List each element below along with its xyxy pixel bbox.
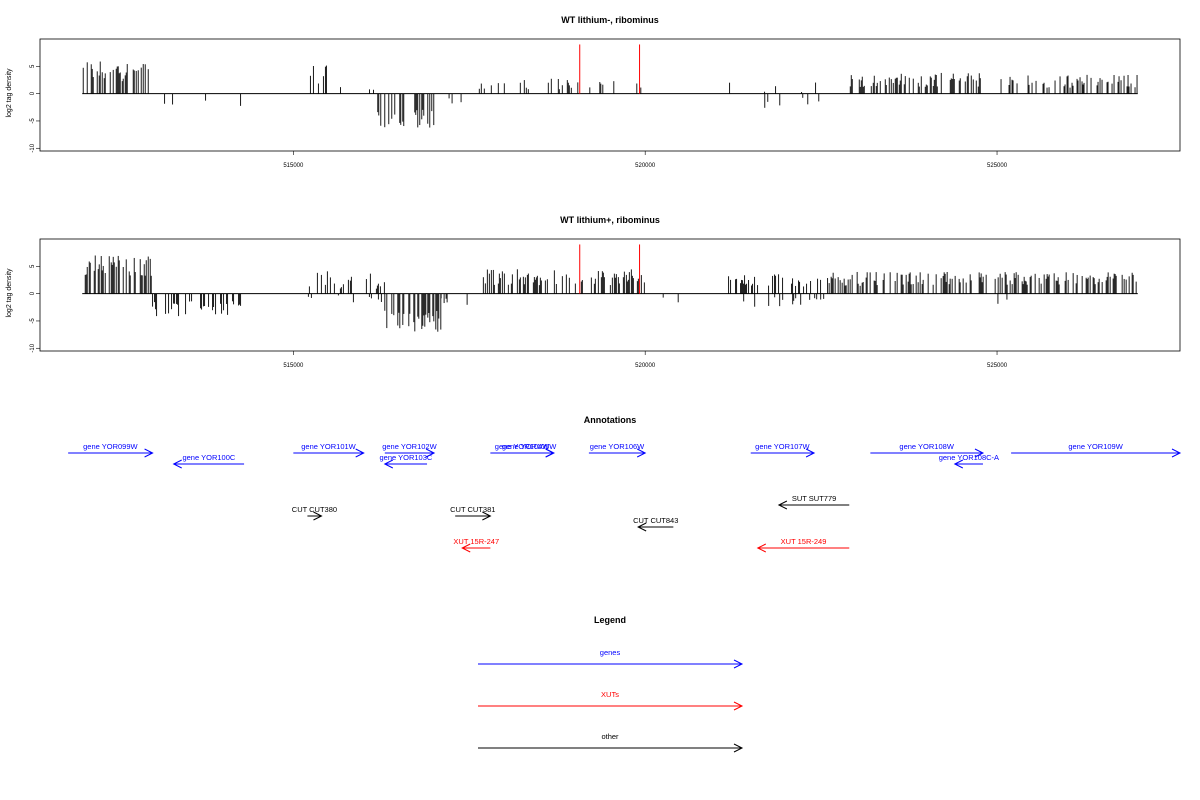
legend-panel: Legend genes XUTs other: [478, 615, 744, 753]
panel-1-ylabel: log2 tag density: [6, 68, 13, 118]
x-tick-label: 525000: [987, 363, 1008, 369]
annotation-feature: gene YOR108C-A: [939, 453, 999, 469]
legend-title: Legend: [594, 615, 626, 625]
y-tick-label: 5: [30, 64, 36, 68]
feature-label: gene YOR101W: [301, 442, 356, 451]
annotation-feature: XUT 15R-247: [453, 537, 499, 553]
feature-label: gene YOR104W: [495, 442, 550, 451]
panel-2-bars: [82, 244, 1138, 332]
panel-2-frame: [39, 238, 1181, 352]
legend-label: other: [601, 732, 619, 741]
annotation-feature: gene YOR102W: [382, 442, 438, 458]
annotation-feature: gene YOR105W: [502, 442, 557, 458]
legend-entry: XUTs: [478, 690, 744, 711]
arrow-right-icon: [974, 448, 985, 458]
arrow-right-icon: [144, 448, 154, 458]
panel-2-ylabel: log2 tag density: [6, 268, 13, 318]
annotation-feature: gene YOR103C: [380, 453, 433, 469]
legend-label: genes: [600, 648, 621, 657]
feature-label: gene YOR100C: [182, 453, 235, 462]
annotation-feature: gene YOR109W: [1011, 442, 1182, 458]
arrow-right-icon: [482, 511, 492, 521]
y-tick-label: 0: [30, 91, 36, 95]
arrow-right-icon: [1171, 448, 1182, 458]
panel-2-title: WT lithium+, ribominus: [560, 215, 660, 225]
panel-2-axes: -10 -5 0 5 515000 520000 525000: [30, 264, 1008, 369]
feature-label: gene YOR105W: [502, 442, 557, 451]
feature-label: gene YOR102W: [382, 442, 437, 451]
arrow-left-icon: [953, 459, 964, 469]
feature-label: gene YOR109W: [1068, 442, 1123, 451]
x-tick-label: 515000: [283, 163, 304, 169]
annotation-feature: XUT 15R-249: [756, 537, 850, 553]
arrow-right-icon: [733, 659, 744, 669]
annotations-title: Annotations: [584, 415, 637, 425]
feature-label: gene YOR108W: [899, 442, 954, 451]
annotation-feature: gene YOR107W: [750, 442, 816, 458]
feature-label: gene YOR099W: [83, 442, 138, 451]
panel-1-title: WT lithium-, ribominus: [561, 15, 659, 25]
y-tick-label: 5: [30, 264, 36, 268]
feature-label: CUT CUT381: [450, 505, 495, 514]
feature-label: XUT 15R-247: [453, 537, 499, 546]
arrow-right-icon: [636, 448, 647, 458]
track-panel-1: WT lithium-, ribominus log2 tag density …: [6, 15, 1181, 169]
arrow-left-icon: [756, 543, 767, 553]
y-tick-label: -5: [30, 318, 36, 324]
y-tick-label: -10: [30, 143, 36, 152]
annotation-feature: gene YOR099W: [68, 442, 154, 458]
legend-entry: genes: [478, 648, 744, 669]
y-tick-label: 0: [30, 291, 36, 295]
panel-1-axes: -10 -5 0 5 515000 520000 525000: [30, 64, 1008, 169]
annotation-feature: gene YOR106W: [588, 442, 647, 458]
x-tick-label: 520000: [635, 163, 656, 169]
annotation-feature: gene YOR100C: [172, 453, 245, 469]
y-tick-label: -5: [30, 118, 36, 124]
arrow-right-icon: [425, 448, 436, 458]
annotation-feature: CUT CUT381: [450, 505, 495, 521]
feature-label: XUT 15R-249: [781, 537, 827, 546]
arrow-right-icon: [805, 448, 816, 458]
arrow-left-icon: [777, 500, 788, 510]
x-tick-label: 515000: [283, 363, 304, 369]
arrow-left-icon: [383, 459, 394, 469]
panel-1-bars: [82, 44, 1138, 128]
annotation-feature: gene YOR101W: [293, 442, 365, 458]
legend-entry: other: [478, 732, 744, 753]
feature-label: gene YOR106W: [590, 442, 645, 451]
feature-label: gene YOR108C-A: [939, 453, 999, 462]
arrow-left-icon: [172, 459, 182, 469]
x-tick-label: 520000: [635, 363, 656, 369]
annotation-feature: gene YOR108W: [870, 442, 985, 458]
feature-label: CUT CUT380: [292, 505, 337, 514]
annotation-items: gene YOR099W gene YOR100C gene YOR101W gene…: [68, 442, 1182, 553]
annotation-feature: CUT CUT843: [633, 516, 678, 532]
feature-label: gene YOR103C: [380, 453, 433, 462]
y-tick-label: -10: [30, 343, 36, 352]
arrow-left-icon: [637, 522, 647, 532]
arrow-right-icon: [733, 701, 744, 711]
track-panel-2: WT lithium+, ribominus log2 tag density …: [6, 215, 1181, 369]
arrow-right-icon: [733, 743, 744, 753]
arrow-right-icon: [313, 511, 323, 521]
annotation-feature: CUT CUT380: [292, 505, 337, 521]
legend-label: XUTs: [601, 690, 619, 699]
feature-label: SUT SUT779: [792, 494, 836, 503]
arrow-left-icon: [461, 543, 471, 553]
x-tick-label: 525000: [987, 163, 1008, 169]
arrow-right-icon: [355, 448, 365, 458]
panel-1-frame: [39, 38, 1181, 152]
feature-label: gene YOR107W: [755, 442, 810, 451]
legend-items: genes XUTs other: [478, 648, 744, 753]
annotation-feature: SUT SUT779: [777, 494, 850, 510]
arrow-right-icon: [545, 448, 555, 458]
feature-label: CUT CUT843: [633, 516, 678, 525]
